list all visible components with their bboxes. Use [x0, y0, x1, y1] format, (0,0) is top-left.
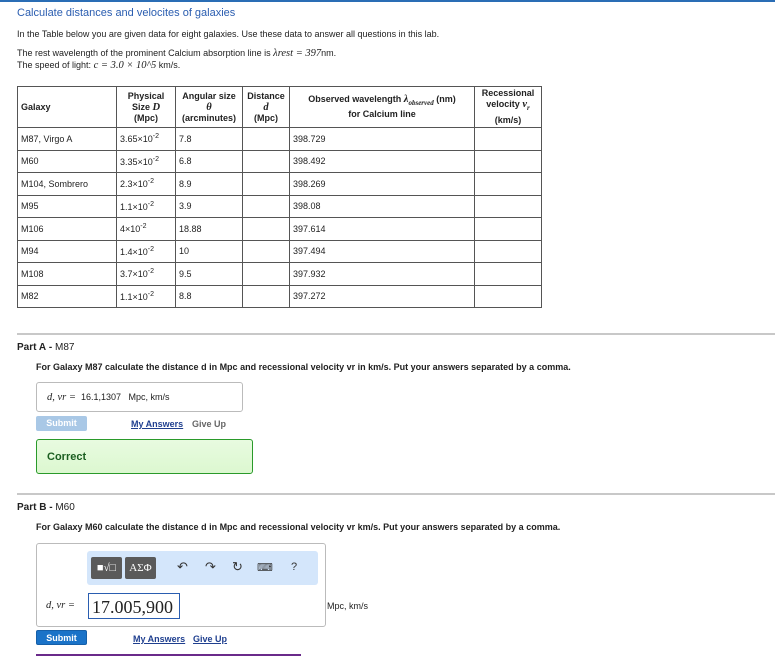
part-b-answer-box: [36, 543, 326, 627]
cell-recessional-velocity: [474, 172, 542, 196]
cell-galaxy: M104, Sombrero: [17, 172, 117, 196]
divider: [17, 333, 775, 335]
cell-physical-size: 1.4×10-2: [116, 239, 176, 263]
help-icon[interactable]: ?: [291, 561, 298, 573]
cell-distance: [242, 284, 290, 308]
part-a-submit-button[interactable]: Submit: [36, 416, 87, 431]
table-row: M95 1.1×10-2 3.9 398.08: [17, 194, 542, 218]
cell-physical-size: 4×10-2: [116, 217, 176, 241]
cell-distance: [242, 172, 290, 196]
cell-angular-size: 8.8: [175, 284, 243, 308]
cell-observed-wavelength: 398.08: [289, 194, 475, 218]
cell-angular-size: 10: [175, 239, 243, 263]
cell-angular-size: 6.8: [175, 149, 243, 173]
rest-wavelength-text: The rest wavelength of the prominent Cal…: [17, 48, 337, 59]
symbols-button[interactable]: ΑΣΦ: [125, 557, 156, 579]
cell-galaxy: M108: [17, 262, 117, 286]
cell-observed-wavelength: 397.614: [289, 217, 475, 241]
cell-recessional-velocity: [474, 262, 542, 286]
cell-recessional-velocity: [474, 149, 542, 173]
cell-physical-size: 1.1×10-2: [116, 284, 176, 308]
cell-galaxy: M60: [17, 149, 117, 173]
templates-button[interactable]: ■√□: [91, 557, 122, 579]
cell-observed-wavelength: 398.492: [289, 149, 475, 173]
undo-icon[interactable]: ↶: [177, 559, 188, 574]
galaxy-data-table: Galaxy Physical Size D (Mpc) Angular size θ…: [17, 86, 542, 308]
cell-distance: [242, 194, 290, 218]
cell-physical-size: 3.65×10-2: [116, 127, 176, 151]
cell-angular-size: 8.9: [175, 172, 243, 196]
part-b-heading: Part B - M60: [17, 502, 75, 513]
part-a-question: For Galaxy M87 calculate the distance d …: [36, 362, 571, 372]
part-a-my-answers-link[interactable]: My Answers: [131, 419, 184, 429]
part-b-answer-input[interactable]: 17.005,900: [88, 593, 180, 619]
part-a-give-up-link: Give Up: [192, 419, 227, 429]
cell-physical-size: 3.35×10-2: [116, 149, 176, 173]
cell-distance: [242, 239, 290, 263]
table-row: M94 1.4×10-2 10 397.494: [17, 239, 542, 263]
table-row: M108 3.7×10-2 9.5 397.932: [17, 262, 542, 286]
header-angular-size: Angular size θ (arcminutes): [175, 86, 243, 128]
cell-observed-wavelength: 397.494: [289, 239, 475, 263]
cell-angular-size: 18.88: [175, 217, 243, 241]
cell-distance: [242, 149, 290, 173]
next-part-bar: [36, 654, 301, 656]
cell-galaxy: M106: [17, 217, 117, 241]
cell-galaxy: M87, Virgo A: [17, 127, 117, 151]
part-a-answer-value: 16.1,1307: [80, 392, 122, 402]
cell-galaxy: M94: [17, 239, 117, 263]
cell-recessional-velocity: [474, 239, 542, 263]
part-b-submit-button[interactable]: Submit: [36, 630, 87, 645]
cell-angular-size: 7.8: [175, 127, 243, 151]
table-row: M82 1.1×10-2 8.8 397.272: [17, 284, 542, 308]
cell-angular-size: 3.9: [175, 194, 243, 218]
cell-observed-wavelength: 397.272: [289, 284, 475, 308]
part-b-variable-label: d, vr =: [46, 600, 75, 611]
cell-distance: [242, 217, 290, 241]
header-observed-wavelength: Observed wavelength λobserved (nm) for Ca…: [289, 86, 475, 128]
part-b-question: For Galaxy M60 calculate the distance d …: [36, 522, 561, 532]
cell-galaxy: M82: [17, 284, 117, 308]
cell-observed-wavelength: 398.729: [289, 127, 475, 151]
cell-recessional-velocity: [474, 194, 542, 218]
part-a-heading: Part A - M87: [17, 342, 75, 353]
cell-recessional-velocity: [474, 284, 542, 308]
header-distance: Distance d (Mpc): [242, 86, 290, 128]
cell-angular-size: 9.5: [175, 262, 243, 286]
part-b-my-answers-link[interactable]: My Answers: [133, 634, 186, 644]
math-toolbar: ■√□ ΑΣΦ ↶ ↷ ↻ ⌨ ?: [87, 551, 318, 585]
table-row: M106 4×10-2 18.88 397.614: [17, 217, 542, 241]
cell-recessional-velocity: [474, 217, 542, 241]
header-galaxy: Galaxy: [17, 86, 117, 128]
table-row: M104, Sombrero 2.3×10-2 8.9 398.269: [17, 172, 542, 196]
cell-distance: [242, 127, 290, 151]
part-b-give-up-link[interactable]: Give Up: [193, 634, 228, 644]
reset-icon[interactable]: ↻: [232, 559, 243, 574]
table-row: M60 3.35×10-2 6.8 398.492: [17, 149, 542, 173]
cell-physical-size: 2.3×10-2: [116, 172, 176, 196]
speed-of-light-text: The speed of light: c = 3.0 × 10^5 km/s.: [17, 60, 181, 71]
intro-text: In the Table below you are given data fo…: [17, 29, 440, 39]
cell-physical-size: 3.7×10-2: [116, 262, 176, 286]
header-physical-size: Physical Size D (Mpc): [116, 86, 176, 128]
cell-distance: [242, 262, 290, 286]
top-accent-bar: [0, 0, 775, 2]
header-recessional-velocity: Recessional velocity vr (km/s): [474, 86, 542, 128]
cell-physical-size: 1.1×10-2: [116, 194, 176, 218]
cell-observed-wavelength: 398.269: [289, 172, 475, 196]
rest-wavelength-math: λrest = 397: [273, 48, 322, 59]
keyboard-icon[interactable]: ⌨: [257, 562, 273, 574]
cell-recessional-velocity: [474, 127, 542, 151]
page-title: Calculate distances and velocites of gal…: [17, 7, 236, 19]
divider: [17, 493, 775, 495]
table-row: M87, Virgo A 3.65×10-2 7.8 398.729: [17, 127, 542, 151]
cell-observed-wavelength: 397.932: [289, 262, 475, 286]
part-b-unit-label: Mpc, km/s: [327, 601, 369, 611]
part-a-answer-display: d, vr = 16.1,1307 Mpc, km/s: [36, 382, 243, 412]
speed-of-light-math: c = 3.0 × 10^5: [93, 60, 157, 71]
cell-galaxy: M95: [17, 194, 117, 218]
redo-icon[interactable]: ↷: [205, 559, 216, 574]
part-a-feedback-correct: Correct: [36, 439, 253, 474]
